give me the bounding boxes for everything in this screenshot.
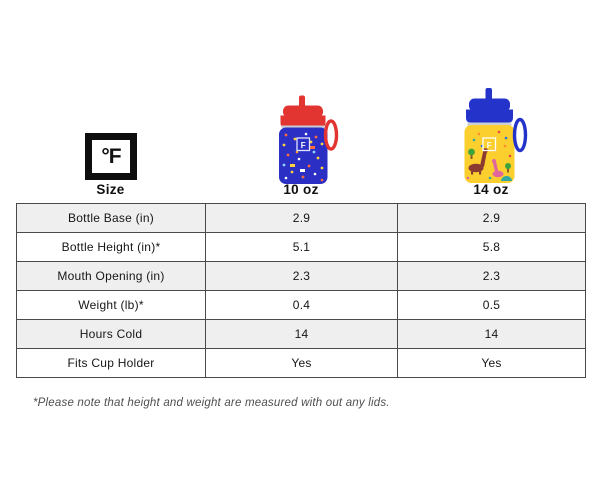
bottle-body: [279, 127, 328, 184]
straw-icon: [299, 95, 305, 109]
table-row: Bottle Height (in)* 5.1 5.8: [16, 232, 586, 262]
dinosaur-print-pattern: [466, 130, 512, 181]
cell-10oz: 14: [205, 319, 398, 349]
cell-14oz: 0.5: [397, 290, 586, 320]
cell-14oz: Yes: [397, 348, 586, 378]
footnote: *Please note that height and weight are …: [33, 397, 390, 409]
table-row: Mouth Opening (in) 2.3 2.3: [16, 261, 586, 291]
bottle-cap: [469, 98, 510, 112]
cell-10oz: 2.3: [205, 261, 398, 291]
cell-14oz: 2.3: [397, 261, 586, 291]
pattern-logo-square: [296, 137, 311, 152]
row-label: Bottle Height (in)*: [16, 232, 206, 262]
row-label: Bottle Base (in): [16, 203, 206, 233]
cell-10oz: Yes: [205, 348, 398, 378]
construction-print-pattern: [282, 132, 324, 182]
row-label: Mouth Opening (in): [16, 261, 206, 291]
column-header-14oz: 14 oz: [473, 182, 509, 197]
cell-14oz: 5.8: [397, 232, 586, 262]
steel-band: [281, 125, 325, 129]
carry-strap: [512, 117, 528, 153]
straw-icon: [485, 88, 492, 101]
table-row: Hours Cold 14 14: [16, 319, 586, 349]
carry-strap: [323, 119, 339, 151]
cell-10oz: 5.1: [205, 232, 398, 262]
table-row: Fits Cup Holder Yes Yes: [16, 348, 586, 378]
pattern-logo-letter: F: [301, 141, 306, 150]
cell-10oz: 0.4: [205, 290, 398, 320]
table-row: Weight (lb)* 0.4 0.5: [16, 290, 586, 320]
bottle-10oz-image: F: [279, 95, 339, 184]
pattern-logo-letter: F: [487, 141, 492, 150]
bottle-cap: [283, 105, 323, 118]
row-label: Hours Cold: [16, 319, 206, 349]
cell-10oz: 2.9: [205, 203, 398, 233]
row-label: Weight (lb)*: [16, 290, 206, 320]
cell-14oz: 2.9: [397, 203, 586, 233]
steel-band: [467, 122, 512, 126]
cell-14oz: 14: [397, 319, 586, 349]
bottle-cap-skirt: [280, 115, 326, 128]
bottle-cap-skirt: [466, 109, 513, 123]
brand-logo-text: °F: [101, 145, 121, 168]
size-column-header: Size: [96, 182, 125, 197]
column-header-10oz: 10 oz: [283, 182, 319, 197]
table-row: Bottle Base (in) 2.9 2.9: [16, 203, 586, 233]
row-label: Fits Cup Holder: [16, 348, 206, 378]
brand-logo: °F: [85, 133, 137, 180]
pattern-logo-square: [482, 137, 497, 152]
bottle-14oz-image: F: [464, 88, 528, 183]
spec-table: Bottle Base (in) 2.9 2.9 Bottle Height (…: [16, 203, 586, 378]
